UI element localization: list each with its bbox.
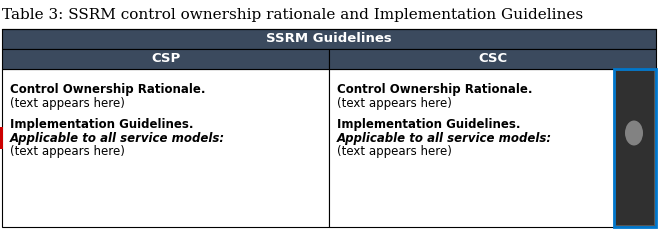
Text: (text appears here): (text appears here)	[337, 145, 452, 158]
Text: Control Ownership Rationale.: Control Ownership Rationale.	[10, 83, 205, 96]
Bar	[2, 49, 329, 69]
Text: CSP: CSP	[151, 52, 180, 65]
Text: SSRM Guidelines: SSRM Guidelines	[266, 33, 392, 46]
Bar	[2, 29, 656, 49]
Text: Applicable to all service models:: Applicable to all service models:	[10, 132, 225, 144]
Text: Control Ownership Rationale.: Control Ownership Rationale.	[337, 83, 532, 96]
Text: CSC: CSC	[478, 52, 507, 65]
Bar	[329, 49, 656, 69]
Bar	[614, 69, 656, 227]
Bar	[0, 127, 3, 149]
Text: Implementation Guidelines.: Implementation Guidelines.	[337, 118, 520, 131]
Bar	[2, 69, 329, 227]
Bar	[616, 71, 654, 225]
Text: (text appears here): (text appears here)	[10, 96, 125, 109]
Text: (text appears here): (text appears here)	[337, 96, 452, 109]
Ellipse shape	[625, 120, 643, 145]
Text: Implementation Guidelines.: Implementation Guidelines.	[10, 118, 193, 131]
Text: Table 3: SSRM control ownership rationale and Implementation Guidelines: Table 3: SSRM control ownership rational…	[2, 8, 583, 22]
Text: Applicable to all service models:: Applicable to all service models:	[337, 132, 552, 144]
Bar	[329, 69, 614, 227]
Text: (text appears here): (text appears here)	[10, 145, 125, 158]
